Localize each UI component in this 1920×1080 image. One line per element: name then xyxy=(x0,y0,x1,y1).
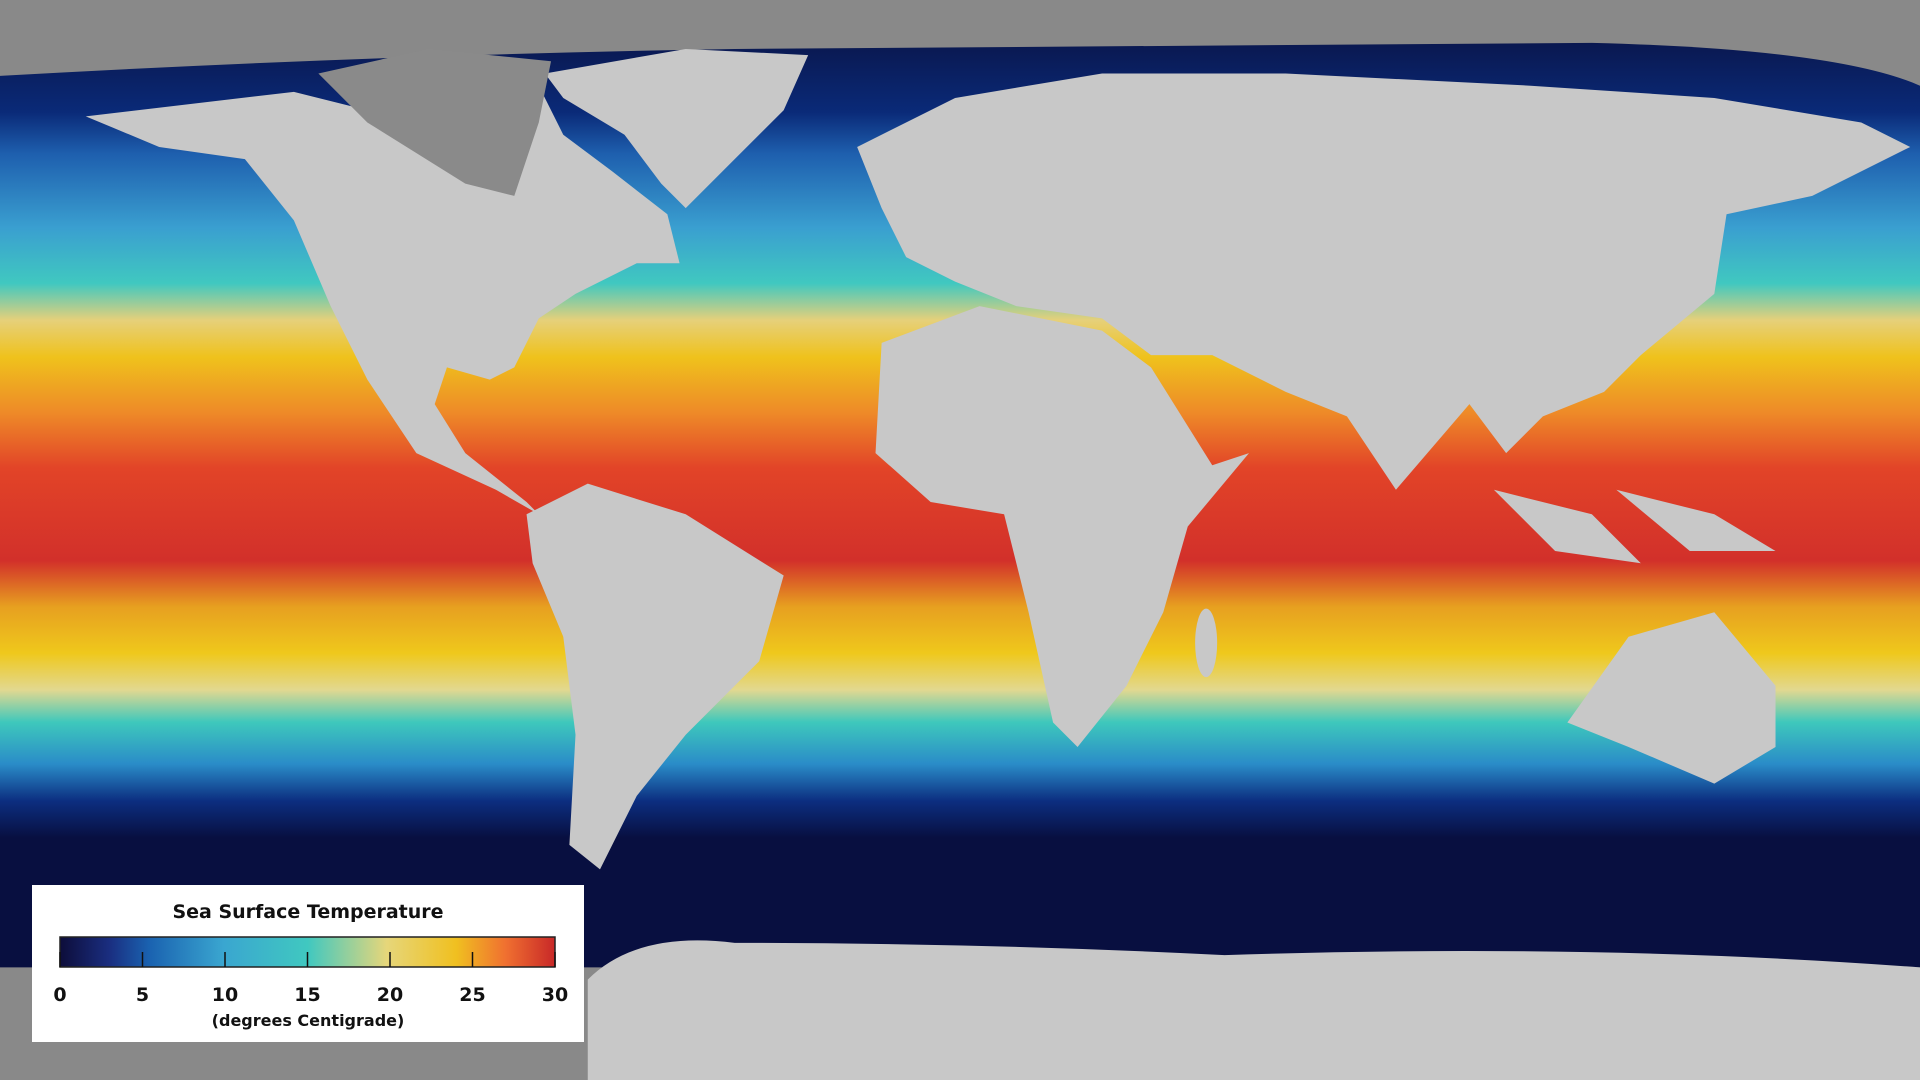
africa xyxy=(875,306,1249,747)
tick-label: 10 xyxy=(212,984,238,1006)
tick-label: 30 xyxy=(542,984,568,1006)
tick-label: 0 xyxy=(53,984,66,1006)
world xyxy=(0,42,1920,1080)
arctic-islands xyxy=(318,48,552,196)
colorbar-ticks: 0 5 10 15 20 25 30 xyxy=(53,952,568,1006)
australia xyxy=(1567,612,1776,784)
legend-unit: (degrees Centigrade) xyxy=(212,1011,405,1030)
land xyxy=(85,48,1920,1080)
tick-label: 25 xyxy=(459,984,485,1006)
legend-title: Sea Surface Temperature xyxy=(172,901,443,923)
madagascar xyxy=(1195,608,1218,678)
south-america xyxy=(526,483,784,870)
antarctica xyxy=(587,940,1920,1080)
north-america xyxy=(85,73,680,515)
tick-label: 20 xyxy=(377,984,403,1006)
greenland xyxy=(544,48,809,209)
legend: Sea Surface Temperature 0 5 10 15 20 25 30 (de… xyxy=(32,885,584,1042)
tick-label: 5 xyxy=(136,984,149,1006)
tick-label: 15 xyxy=(294,984,320,1006)
eurasia xyxy=(857,73,1911,490)
islands xyxy=(1493,489,1776,564)
